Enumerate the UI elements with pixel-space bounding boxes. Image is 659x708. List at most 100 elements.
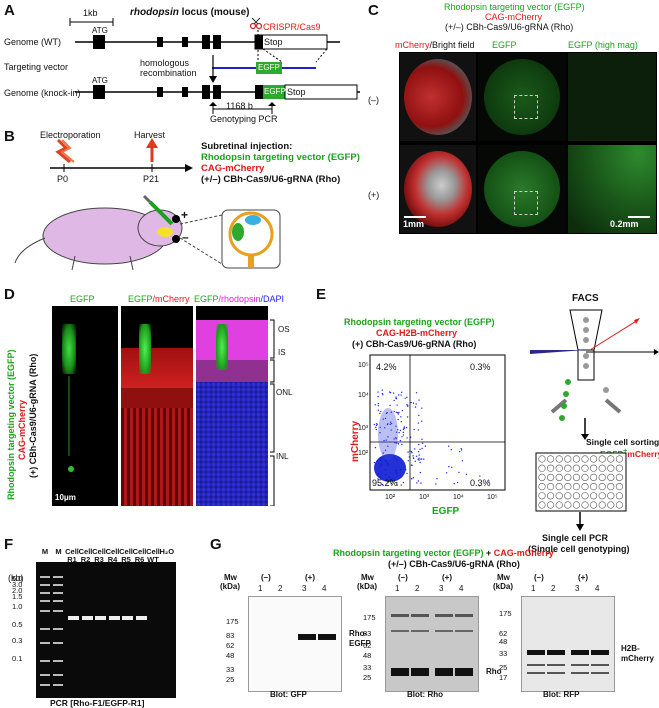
c-img-mcherry-plus xyxy=(400,145,476,233)
g-membrane xyxy=(521,596,615,692)
f-lane-label: H₂O xyxy=(159,547,175,556)
a-bp: 1168 b xyxy=(226,101,253,111)
e-facs-label: FACS xyxy=(572,293,599,304)
g-band xyxy=(527,672,545,674)
a-egfp2: EGFP xyxy=(264,87,286,96)
g-mw-value: 83 xyxy=(363,629,372,638)
e-ytick-5: 10⁵ xyxy=(358,362,369,369)
e-xtick-5: 10⁵ xyxy=(487,494,498,501)
e-q-ll: 95.2% xyxy=(372,478,398,488)
c-img-egfp-high-plus xyxy=(568,145,656,233)
b-minus: – xyxy=(182,230,189,244)
e-sort1: Single cell sorting xyxy=(586,437,659,447)
g-band xyxy=(411,630,429,632)
c-img-egfp-high-minus xyxy=(568,53,656,141)
e-facs-schematic xyxy=(530,309,659,440)
g-lane-number: 3 xyxy=(302,584,307,593)
e-xtick-4: 10⁴ xyxy=(453,494,464,501)
g-mw-value: 48 xyxy=(226,651,235,660)
panel-label-e: E xyxy=(316,286,327,303)
d-img-merge xyxy=(196,306,268,506)
d-onl: ONL xyxy=(276,388,293,397)
c-img-egfp-plus xyxy=(478,145,566,233)
g-band-label: H2B- xyxy=(621,644,640,653)
a-hr1: homologous xyxy=(140,58,190,68)
d-scale: 10μm xyxy=(55,493,76,502)
g-mw-value: 175 xyxy=(363,613,376,622)
b-electroporation: Electroporation xyxy=(40,130,101,140)
e-pcr2: (Single cell genotyping) xyxy=(528,544,630,554)
g-band-label: mCherry xyxy=(621,654,654,663)
ladder-band xyxy=(53,584,63,586)
g-mw-label: Mw xyxy=(497,573,510,582)
ladder-band xyxy=(53,684,63,686)
f-kb: (kb) xyxy=(8,573,24,583)
f-lane-label: M xyxy=(41,547,49,556)
g-lane-number: 4 xyxy=(322,584,327,593)
g-band xyxy=(435,630,453,632)
g-blot-caption: Blot: RFP xyxy=(543,690,580,699)
c-col2: EGFP xyxy=(492,40,517,50)
a-row2: Targeting vector xyxy=(4,62,69,72)
g-band-label: Rho- xyxy=(349,629,368,638)
e-facs-plot xyxy=(369,354,506,491)
g-lane-number: 4 xyxy=(595,584,600,593)
ladder-band xyxy=(40,576,50,578)
panel-label-f: F xyxy=(4,536,14,553)
f-lane-label: M xyxy=(55,547,62,556)
ladder-band xyxy=(40,674,50,676)
g-band xyxy=(527,664,545,666)
panel-a-diagram xyxy=(69,17,360,114)
pcr-band xyxy=(95,616,106,620)
f-lane-label: Cell R1 xyxy=(65,547,79,564)
f-lane-label: Cell R3 xyxy=(92,547,106,564)
g-lane-number: 2 xyxy=(278,584,283,593)
ladder-band xyxy=(53,674,63,676)
b-p0: P0 xyxy=(57,174,69,184)
f-marker-label: 2.0 xyxy=(12,586,23,595)
g-plus-label: (+) xyxy=(442,573,452,582)
g-band xyxy=(547,672,565,674)
e-ytick-3: 10³ xyxy=(358,425,369,432)
ladder-band xyxy=(40,684,50,686)
b-inj1: Rhodopsin targeting vector (EGFP) xyxy=(201,152,360,163)
g-kda-label: (kDa) xyxy=(357,582,378,591)
g-band xyxy=(591,650,609,655)
g-band xyxy=(591,672,609,674)
g-band xyxy=(591,664,609,666)
a-egfp1: EGFP xyxy=(258,63,280,72)
d-col1: EGFP xyxy=(70,294,95,304)
d-os: OS xyxy=(278,325,290,334)
pcr-band xyxy=(122,616,133,620)
g-lane-number: 2 xyxy=(551,584,556,593)
pcr-band xyxy=(81,616,93,620)
a-pcr: Genotyping PCR xyxy=(210,114,278,124)
a-crispr-label: CRISPR/Cas9 xyxy=(263,22,321,32)
e-xtick-2: 10² xyxy=(385,494,396,501)
ladder-band xyxy=(53,576,63,578)
g-header1: Rhodopsin targeting vector (EGFP) + CAG-… xyxy=(333,548,554,558)
g-mw-value: 175 xyxy=(499,609,512,618)
scissors-icon xyxy=(249,17,263,30)
f-lane-label: Cell WT xyxy=(146,547,160,564)
f-lane-label: Cell R6 xyxy=(132,547,147,564)
d-col2: EGFP/mCherry xyxy=(128,294,190,304)
g-kda-label: (kDa) xyxy=(493,582,514,591)
f-marker-label: 1.0 xyxy=(12,602,23,611)
f-marker-label: 5.0 xyxy=(12,574,23,583)
g-band xyxy=(455,614,473,617)
d-layer-brackets xyxy=(270,319,275,506)
g-mw-value: 62 xyxy=(499,629,508,638)
f-gel xyxy=(36,562,176,698)
g-minus-label: (–) xyxy=(398,573,408,582)
a-scale-label: 1kb xyxy=(83,8,98,18)
g-mw-value: 25 xyxy=(363,673,372,682)
g-mw-value: 48 xyxy=(499,637,508,646)
g-membrane xyxy=(248,596,342,692)
e-pcr1: Single cell PCR xyxy=(542,533,609,543)
a-stop1: Stop xyxy=(264,37,283,47)
g-mw-value: 25 xyxy=(499,663,508,672)
e-q-ul: 4.2% xyxy=(376,362,397,372)
panel-label-a: A xyxy=(4,2,15,19)
a-row3: Genome (knock-in) xyxy=(4,88,81,98)
